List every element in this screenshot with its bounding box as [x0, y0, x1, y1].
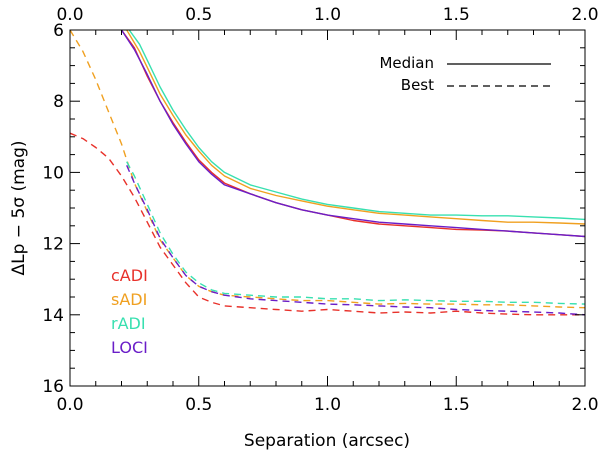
x-tick-label-top: 0.5	[185, 5, 212, 25]
series-sadi-median	[126, 30, 585, 225]
labels-layer: 0.0 0.0 0.5 0.5 1.0 1.0 1.5 1.5 2.0 2.0 6 8 10 12 14 16	[42, 5, 598, 415]
series-layer	[70, 30, 585, 316]
method-label-radi: rADI	[111, 314, 146, 333]
x-tick-label-bottom: 0.0	[56, 395, 83, 415]
series-loci-best	[126, 165, 585, 316]
series-cadi-best	[70, 132, 585, 316]
y-tick-label: 12	[42, 235, 64, 255]
method-label-cadi: cADI	[111, 266, 148, 285]
x-tick-label-top: 1.0	[314, 5, 341, 25]
x-axis-title: Separation (arcsec)	[244, 431, 410, 451]
x-tick-label-top: 0.0	[56, 5, 83, 25]
series-radi-best	[126, 161, 585, 305]
y-tick-label: 8	[53, 92, 64, 112]
x-tick-label-top: 1.5	[443, 5, 470, 25]
method-labels: cADI sADI rADI LOCI	[111, 266, 148, 357]
y-tick-label: 6	[53, 21, 64, 41]
y-axis-title: ΔLp − 5σ (mag)	[9, 141, 29, 276]
x-tick-label-bottom: 0.5	[185, 395, 212, 415]
legend: Median Best	[379, 54, 551, 94]
x-tick-label-top: 2.0	[571, 5, 598, 25]
series-cadi-median	[120, 30, 585, 238]
x-tick-label-bottom: 1.5	[443, 395, 470, 415]
legend-label-best: Best	[401, 76, 434, 94]
plot-frame	[69, 29, 586, 387]
legend-label-median: Median	[379, 54, 434, 72]
series-radi-median	[128, 30, 585, 221]
y-tick-label: 14	[42, 306, 64, 326]
y-tick-label: 16	[42, 377, 64, 397]
method-label-sadi: sADI	[111, 290, 147, 309]
ticks-layer	[69, 29, 586, 387]
series-sadi-best	[70, 30, 585, 309]
x-tick-label-bottom: 2.0	[571, 395, 598, 415]
method-label-loci: LOCI	[111, 338, 148, 357]
y-tick-label: 10	[42, 163, 64, 183]
x-tick-label-bottom: 1.0	[314, 395, 341, 415]
series-loci-median	[120, 30, 585, 238]
